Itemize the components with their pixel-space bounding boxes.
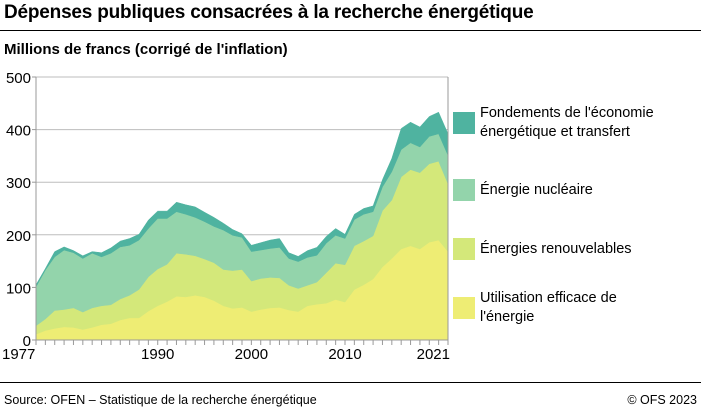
x-tick-label: 2000: [235, 346, 268, 363]
legend-swatch: [453, 238, 475, 260]
chart-title: Dépenses publiques consacrées à la reche…: [4, 2, 534, 23]
y-tick-label: 200: [6, 228, 31, 245]
copyright-note: © OFS 2023: [627, 393, 697, 407]
legend-item-fondements: Fondements de l'économie énergétique et …: [453, 104, 680, 142]
legend-item-nucleaire: Énergie nucléaire: [453, 179, 700, 201]
legend-label: Énergie nucléaire: [480, 181, 593, 198]
source-note: Source: OFEN – Statistique de la recherc…: [4, 393, 317, 407]
y-tick-label: 300: [6, 175, 31, 192]
legend-label: Utilisation efficace de l'énergie: [480, 290, 617, 325]
x-tick-label: 1990: [141, 346, 174, 363]
legend-swatch: [453, 112, 475, 134]
title-divider: [0, 30, 701, 31]
x-tick-label: 2021: [417, 346, 450, 363]
y-tick-label: 500: [6, 70, 31, 87]
y-tick-label: 0: [23, 333, 31, 350]
y-axis-label: Millions de francs (corrigé de l'inflati…: [4, 41, 288, 58]
y-tick-label: 400: [6, 123, 31, 140]
legend-swatch: [453, 297, 475, 319]
x-tick-label: 2010: [328, 346, 361, 363]
legend-item-renouvelables: Énergies renouvelables: [453, 238, 700, 260]
y-tick-label: 100: [6, 280, 31, 297]
legend-label: Fondements de l'économie énergétique et …: [480, 105, 654, 140]
footer-divider: [0, 382, 701, 383]
legend-swatch: [453, 179, 475, 201]
stacked-area-chart: 0 100 200 300 400 500 1977 1990 2000 2010 2021: [2, 70, 450, 363]
x-tick-label: 1977: [2, 346, 35, 363]
legend-label: Énergies renouvelables: [480, 240, 632, 257]
legend-item-efficacite: Utilisation efficace de l'énergie: [453, 289, 655, 327]
